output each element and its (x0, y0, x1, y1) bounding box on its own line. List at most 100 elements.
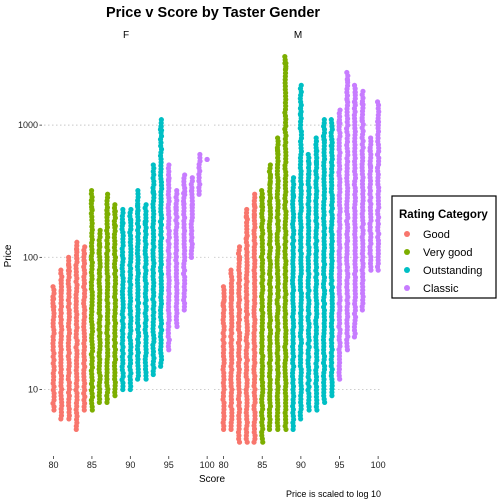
data-point (135, 208, 141, 214)
x-tick-label: 90 (125, 460, 135, 470)
data-point (329, 136, 335, 143)
data-point (322, 399, 328, 405)
data-point (134, 203, 141, 209)
data-point (96, 242, 102, 248)
data-points (50, 53, 382, 445)
data-point (328, 143, 334, 149)
data-point (251, 439, 257, 445)
data-point (174, 323, 180, 330)
data-point (337, 376, 343, 382)
data-point (58, 277, 64, 283)
data-point (314, 148, 320, 154)
legend: Rating Category Good Very good Outstanding… (391, 195, 497, 299)
y-tick-label: 10 (28, 385, 38, 395)
data-point (81, 407, 87, 413)
data-point (158, 123, 164, 130)
data-point (351, 334, 358, 340)
data-point (120, 220, 126, 226)
data-point (66, 416, 72, 422)
data-point (375, 122, 381, 128)
legend-key-good (404, 231, 410, 237)
data-point (51, 407, 57, 413)
legend-key-outstanding (404, 267, 410, 273)
legend-key-classic (404, 285, 410, 291)
data-point (251, 203, 258, 209)
data-point (128, 217, 134, 223)
data-point (283, 66, 289, 72)
data-point (329, 393, 335, 399)
data-point (306, 160, 312, 166)
x-axis-ticks: 80 85 90 95 100 80 85 90 95 100 (49, 456, 386, 470)
data-point (352, 100, 358, 106)
chart-title: Price v Score by Taster Gender (106, 5, 320, 21)
data-point (236, 256, 242, 262)
data-point (221, 298, 227, 304)
x-tick-label: 100 (200, 460, 215, 470)
data-point (359, 101, 365, 107)
data-point (359, 117, 365, 123)
data-point (81, 258, 87, 264)
data-point (375, 267, 381, 273)
data-point (336, 119, 342, 125)
data-point (128, 226, 134, 233)
data-point (104, 207, 110, 213)
data-point (275, 151, 281, 157)
y-tick-label: 1000 (18, 120, 38, 130)
data-point (297, 105, 304, 111)
data-point (58, 288, 64, 294)
data-point (306, 407, 312, 413)
data-point (135, 376, 141, 382)
data-point (150, 189, 156, 196)
data-point (321, 133, 327, 140)
data-point (283, 426, 289, 432)
data-point (313, 160, 319, 166)
y-axis-title: Price (3, 244, 14, 267)
data-point (181, 201, 187, 207)
data-point (165, 177, 172, 184)
data-point (96, 250, 102, 256)
data-point (260, 439, 266, 445)
data-point (267, 180, 273, 186)
data-point (368, 267, 374, 273)
data-point (143, 376, 149, 382)
data-point (274, 147, 281, 153)
data-point (228, 295, 234, 301)
data-point (275, 426, 281, 432)
y-axis-ticks: 10 100 1000 (18, 120, 42, 395)
data-point (74, 255, 80, 261)
data-point (58, 416, 64, 422)
data-point (166, 347, 172, 353)
data-point (74, 247, 80, 253)
legend-title: Rating Category (399, 209, 488, 221)
data-point (188, 254, 195, 260)
data-point (104, 399, 110, 405)
chart-caption: Price is scaled to log 10 (286, 489, 381, 499)
x-tick-label: 95 (164, 460, 174, 470)
data-point (259, 195, 266, 201)
data-point (89, 197, 95, 204)
legend-box (391, 195, 497, 299)
data-point (73, 426, 79, 432)
x-tick-label: 85 (257, 460, 267, 470)
legend-label: Outstanding (423, 265, 482, 277)
data-point (158, 363, 164, 369)
data-point (120, 386, 126, 393)
data-point (150, 371, 156, 378)
x-tick-label: 80 (219, 460, 229, 470)
x-axis-title: Score (199, 474, 226, 485)
x-tick-label: 95 (334, 460, 344, 470)
data-point (104, 211, 110, 217)
data-point (220, 426, 227, 432)
data-point (112, 223, 118, 229)
legend-label: Very good (423, 247, 473, 259)
data-point (344, 97, 350, 103)
data-point (305, 171, 312, 177)
legend-label: Classic (423, 283, 459, 295)
data-point (50, 304, 56, 310)
facet-label-f: F (123, 30, 129, 41)
data-point (344, 77, 351, 83)
data-point (120, 229, 126, 235)
data-point (236, 439, 243, 445)
data-point (367, 163, 374, 169)
data-point (89, 206, 95, 212)
